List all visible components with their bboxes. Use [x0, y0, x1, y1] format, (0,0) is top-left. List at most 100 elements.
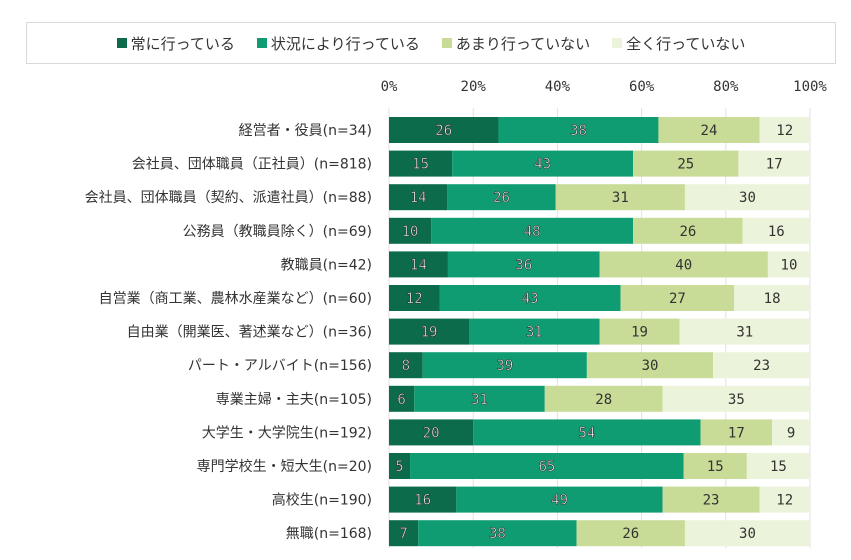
data-label: 18	[764, 291, 781, 307]
bar-segment	[410, 453, 684, 479]
data-label: 30	[739, 526, 756, 542]
data-label: 30	[642, 358, 659, 374]
legend-item: 全く行っていない	[612, 33, 745, 54]
data-label: 31	[526, 325, 543, 341]
data-label: 12	[406, 291, 423, 307]
data-label: 54	[578, 425, 595, 441]
bar-segment	[447, 184, 556, 211]
legend-item: あまり行っていない	[441, 33, 591, 54]
bar-segment	[431, 217, 634, 244]
legend-label: 状況により行っている	[270, 34, 420, 53]
data-label: 49	[551, 493, 568, 509]
data-label: 6	[397, 392, 405, 408]
category-label: 会社員、団体職員（契約、派遣社員）(n=88)	[85, 190, 372, 206]
bar-segment	[599, 318, 680, 345]
bar-segment	[418, 520, 577, 547]
legend: 常に行っている 状況により行っている あまり行っていない 全く行っていない	[26, 22, 836, 64]
data-label: 23	[703, 493, 720, 509]
bar-segment	[389, 520, 419, 547]
x-tick-label: 0%	[381, 79, 398, 95]
bar-segment	[439, 285, 621, 311]
data-label: 36	[515, 257, 532, 273]
legend-label: 常に行っている	[130, 34, 235, 53]
data-label: 35	[728, 392, 745, 408]
bar-segment	[389, 352, 423, 379]
data-label: 43	[534, 157, 551, 173]
bar-segment	[599, 251, 768, 278]
category-label: 大学生・大学院生(n=192)	[202, 425, 372, 441]
category-label: 経営者・役員(n=34)	[239, 123, 372, 139]
bar-segment	[586, 352, 714, 379]
data-label: 12	[776, 123, 793, 139]
data-label: 17	[728, 425, 745, 441]
data-label: 38	[489, 526, 506, 542]
x-tick-label: 40%	[545, 79, 571, 95]
legend-swatch	[441, 38, 452, 48]
legend-item: 常に行っている	[116, 33, 235, 54]
bar-segment	[473, 419, 701, 446]
bar-segment	[684, 520, 810, 547]
bar-segment	[456, 486, 663, 513]
data-label: 43	[522, 291, 539, 307]
data-label: 39	[496, 358, 513, 374]
data-label: 17	[766, 157, 783, 173]
x-tick-label: 100%	[793, 79, 827, 95]
legend-label: あまり行っていない	[455, 34, 591, 53]
data-label: 16	[414, 493, 431, 509]
bar-segment	[772, 419, 810, 446]
data-label: 7	[399, 526, 407, 542]
data-label: 27	[669, 291, 686, 307]
category-label: 無職(n=168)	[286, 526, 372, 542]
data-label: 23	[753, 358, 770, 374]
data-label: 24	[701, 123, 718, 139]
bar-segment	[389, 251, 448, 278]
x-tick-label: 80%	[713, 79, 739, 95]
data-label: 31	[612, 190, 629, 206]
bar-segment	[620, 285, 735, 311]
bar-segment	[389, 419, 474, 446]
bar-segment	[389, 285, 440, 311]
data-label: 10	[781, 257, 798, 273]
bar-segment	[658, 117, 760, 143]
bar-segment	[389, 150, 453, 177]
category-label: 高校生(n=190)	[272, 492, 372, 509]
bar-segment	[767, 251, 810, 278]
bar-segment	[389, 217, 432, 244]
bar-segment	[742, 217, 810, 244]
bar-segment	[389, 486, 457, 513]
data-label: 40	[675, 257, 692, 273]
bar-segment	[576, 520, 685, 547]
legend-swatch	[256, 38, 267, 48]
data-label: 48	[524, 224, 541, 240]
bar-segment	[633, 150, 739, 177]
bar-segment	[700, 419, 773, 446]
legend-item: 状況により行っている	[256, 33, 420, 54]
bar-segment	[389, 117, 499, 143]
data-label: 16	[768, 224, 785, 240]
category-label: 公務員（教職員除く）(n=69)	[183, 224, 372, 240]
data-label: 65	[538, 459, 555, 475]
category-label: 自由業（開業医、著述業など）(n=36)	[127, 325, 372, 341]
data-label: 25	[677, 157, 694, 173]
legend-swatch	[116, 38, 127, 48]
bar-segment	[738, 150, 810, 177]
bar-segment	[422, 352, 587, 379]
data-label: 38	[570, 123, 587, 139]
category-label: 自営業（商工業、農林水産業など）(n=60)	[99, 291, 372, 307]
bar-segment	[389, 385, 415, 412]
bar-segment	[498, 117, 659, 143]
category-label: 教職員(n=42)	[281, 257, 372, 273]
bar-segment	[683, 453, 747, 479]
data-label: 8	[402, 358, 410, 374]
data-label: 26	[622, 526, 639, 542]
data-label: 30	[739, 190, 756, 206]
bar-segment	[389, 318, 469, 345]
x-tick-label: 20%	[461, 79, 487, 95]
data-label: 26	[493, 190, 510, 206]
category-label: パート・アルバイト(n=156)	[188, 358, 372, 374]
bar-segment	[662, 385, 810, 412]
data-label: 5	[395, 459, 403, 475]
data-label: 9	[787, 425, 795, 441]
data-label: 19	[631, 325, 648, 341]
